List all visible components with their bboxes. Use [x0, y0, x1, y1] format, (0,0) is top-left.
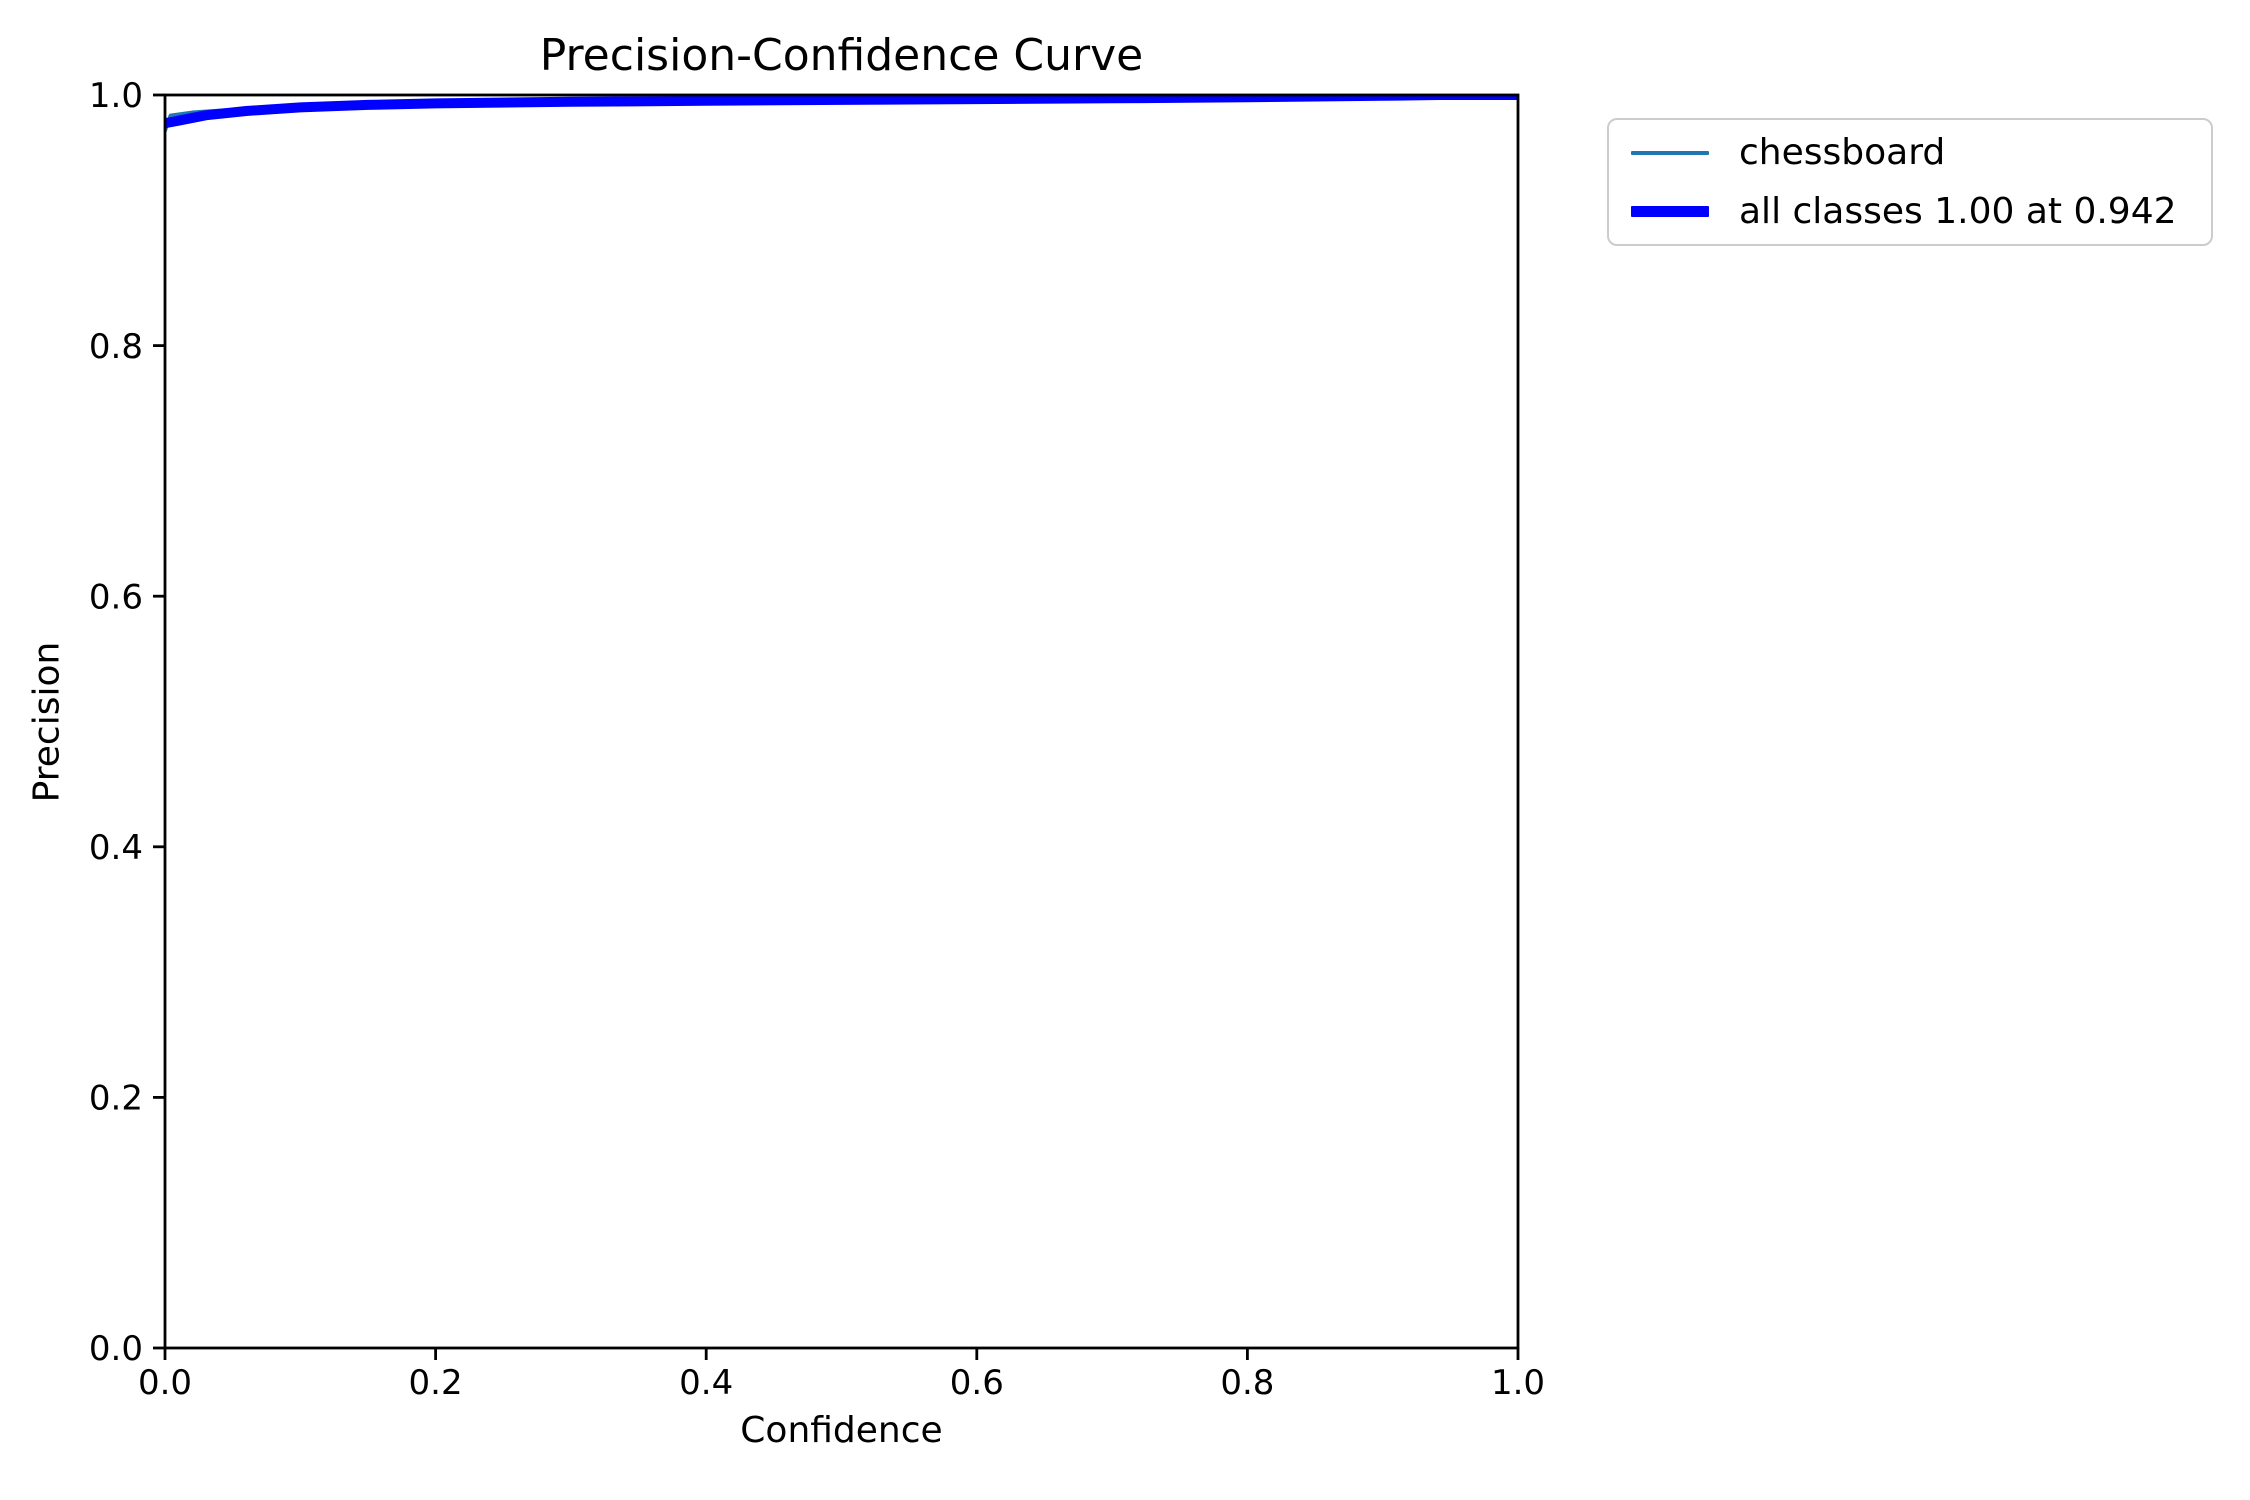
plot-border: [163, 93, 1520, 1350]
x-axis-label: Confidence: [740, 1410, 943, 1451]
y-tick-label: 0.6: [89, 577, 143, 617]
legend-label-chessboard: chessboard: [1739, 132, 1946, 173]
legend-item-all-classes: all classes 1.00 at 0.942: [1631, 191, 2189, 232]
y-tick-label: 0.8: [89, 327, 143, 367]
chart-title: Precision-Confidence Curve: [539, 30, 1144, 81]
y-tick-label: 0.4: [89, 828, 143, 868]
y-tick-label: 0.0: [89, 1329, 143, 1369]
legend-label-all-classes: all classes 1.00 at 0.942: [1739, 191, 2177, 232]
legend-line-sample-all-classes: [1631, 206, 1709, 217]
x-tick-label: 0.0: [138, 1363, 192, 1403]
legend-item-chessboard: chessboard: [1631, 132, 2189, 173]
x-tick-label: 0.6: [950, 1363, 1004, 1403]
x-tick-label: 0.2: [409, 1363, 463, 1403]
series-line-all: [165, 95, 1518, 129]
legend-line-sample-chessboard: [1631, 150, 1709, 155]
y-axis-label: Precision: [26, 641, 68, 803]
x-tick-label: 0.8: [1220, 1363, 1274, 1403]
y-tick-label: 0.2: [89, 1079, 143, 1119]
x-tick-label: 0.4: [679, 1363, 733, 1403]
x-tick-label: 1.0: [1491, 1363, 1545, 1403]
legend: chessboard all classes 1.00 at 0.942: [1607, 118, 2213, 246]
y-tick-label: 1.0: [89, 76, 143, 116]
